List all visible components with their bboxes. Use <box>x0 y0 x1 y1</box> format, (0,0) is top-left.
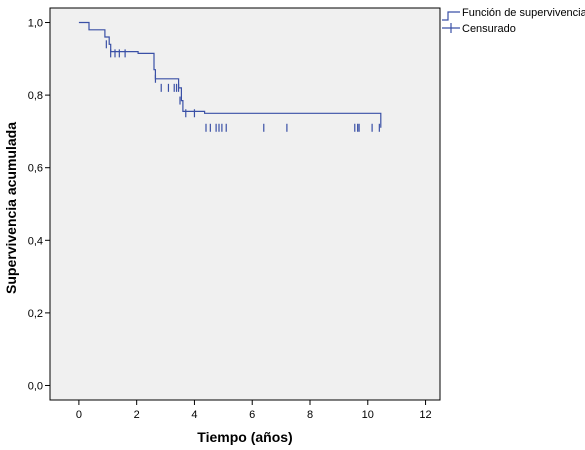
x-tick-label: 6 <box>249 409 255 421</box>
series-layer <box>78 21 382 128</box>
y-tick-label: 1,0 <box>28 18 43 30</box>
x-axis-title: Tiempo (años) <box>197 429 292 445</box>
legend-line-survival <box>442 11 460 21</box>
legend-label-censored: Censurado <box>462 23 516 35</box>
x-tick-label: 8 <box>307 409 313 421</box>
y-axis: 0,0 0,2 0,4 0,6 0,8 1,0 <box>28 18 50 392</box>
y-tick-label: 0,4 <box>28 235 43 247</box>
y-tick-label: 0,8 <box>28 90 43 102</box>
y-tick-label: 0,0 <box>28 380 43 392</box>
x-tick-label: 4 <box>191 409 197 421</box>
survival-step-line <box>78 21 382 128</box>
x-tick-label: 0 <box>76 409 82 421</box>
y-axis-title: Supervivencia acumulada <box>3 122 19 294</box>
x-tick-label: 2 <box>134 409 140 421</box>
legend-label-survival: Función de supervivencia <box>462 7 585 19</box>
x-axis: 0 2 4 6 8 10 12 <box>76 400 432 421</box>
x-tick-label: 12 <box>419 409 431 421</box>
legend: Función de supervivencia Censurado <box>442 7 585 35</box>
x-tick-label: 10 <box>362 409 374 421</box>
censor-marks <box>105 40 380 132</box>
y-tick-label: 0,6 <box>28 163 43 175</box>
plot-area <box>49 7 441 401</box>
y-tick-label: 0,2 <box>28 308 43 320</box>
